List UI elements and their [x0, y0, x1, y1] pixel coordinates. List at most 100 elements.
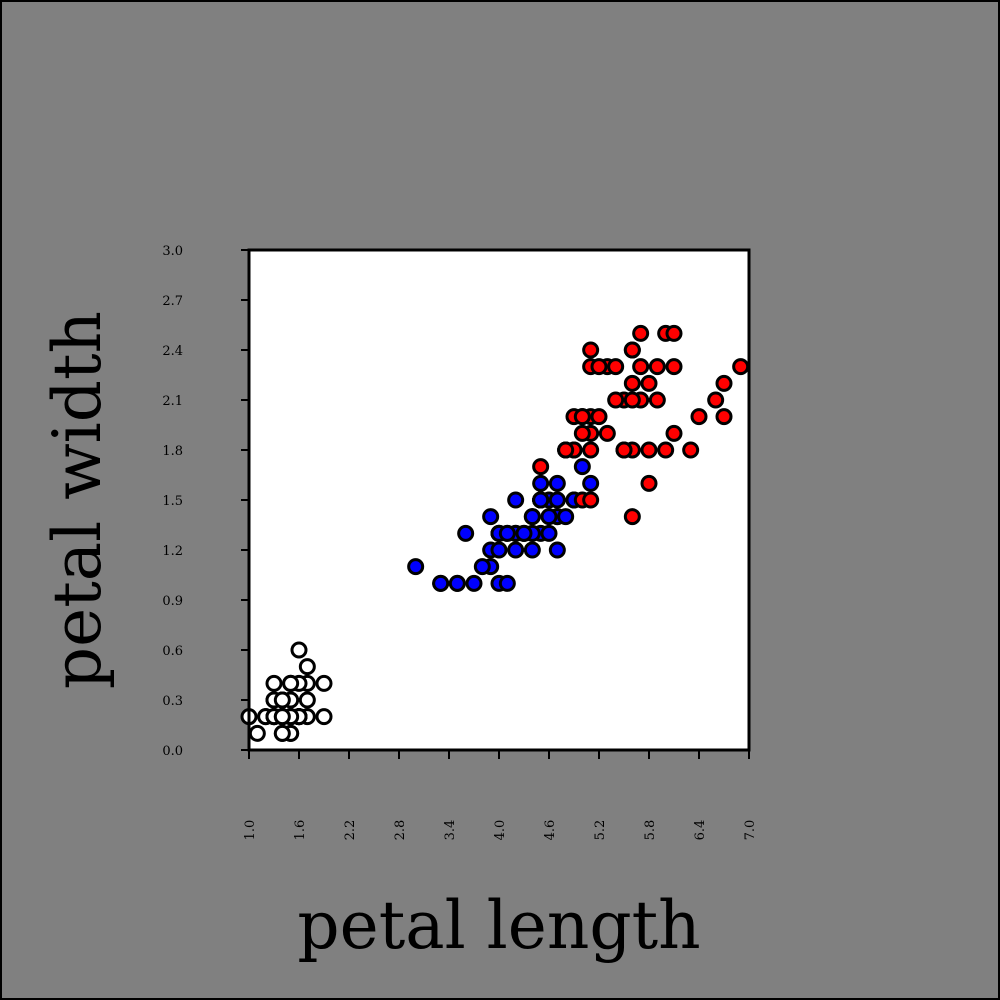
data-point-series-3	[582, 441, 600, 459]
y-axis-ticks: 0.0 0.3 0.6 0.9 1.2 1.5 1.8 2.1 2.4 2.7 3.0	[162, 244, 249, 759]
data-point-series-3	[623, 374, 641, 392]
data-point-series-2	[523, 541, 541, 559]
data-point-series-2	[548, 474, 566, 492]
data-point-series-1	[315, 708, 333, 726]
x-tick-label: 5.2	[593, 820, 608, 841]
x-tick-label: 4.6	[543, 820, 558, 841]
data-point-series-3	[623, 391, 641, 409]
data-point-series-3	[557, 441, 575, 459]
x-axis-ticks: 1.0 1.6 2.2 2.8 3.4 4.0 4.6 5.2 5.8 6.4 7.0	[243, 750, 758, 840]
data-point-series-1	[273, 708, 291, 726]
data-point-series-1	[273, 691, 291, 709]
data-point-series-1	[248, 724, 266, 742]
x-tick-label: 3.4	[443, 820, 458, 841]
data-point-series-3	[690, 408, 708, 426]
data-point-series-1	[273, 724, 291, 742]
data-point-series-3	[632, 324, 650, 342]
data-point-series-2	[532, 491, 550, 509]
x-tick-label: 1.0	[243, 820, 258, 841]
data-point-series-3	[648, 358, 666, 376]
x-axis-title: petal length	[297, 887, 700, 964]
data-point-series-3	[632, 358, 650, 376]
y-tick-label: 2.4	[162, 344, 183, 359]
data-point-series-3	[532, 458, 550, 476]
y-tick-label: 1.5	[162, 494, 183, 509]
y-tick-label: 0.3	[162, 694, 183, 709]
data-point-series-3	[615, 441, 633, 459]
data-point-series-3	[582, 341, 600, 359]
data-point-series-2	[548, 541, 566, 559]
data-point-series-3	[640, 441, 658, 459]
data-point-series-3	[715, 408, 733, 426]
data-point-series-2	[457, 524, 475, 542]
data-point-series-3	[640, 474, 658, 492]
y-tick-label: 0.9	[162, 594, 183, 609]
data-point-series-3	[607, 358, 625, 376]
y-tick-label: 3.0	[162, 244, 183, 259]
data-point-series-3	[665, 358, 683, 376]
x-tick-label: 6.4	[693, 820, 708, 841]
x-tick-label: 7.0	[743, 820, 758, 841]
data-point-series-2	[557, 508, 575, 526]
x-tick-label: 5.8	[643, 820, 658, 841]
data-point-series-2	[465, 574, 483, 592]
x-tick-label: 2.2	[343, 820, 358, 841]
data-points	[240, 324, 750, 742]
data-point-series-3	[665, 324, 683, 342]
data-point-series-2	[540, 508, 558, 526]
y-axis-title: petal width	[39, 311, 116, 689]
y-tick-label: 2.1	[162, 394, 183, 409]
data-point-series-2	[507, 541, 525, 559]
data-point-series-3	[682, 441, 700, 459]
data-point-series-3	[598, 424, 616, 442]
data-point-series-2	[532, 474, 550, 492]
data-point-series-3	[732, 358, 750, 376]
data-point-series-1	[298, 691, 316, 709]
data-point-series-1	[315, 674, 333, 692]
data-point-series-2	[448, 574, 466, 592]
data-point-series-1	[265, 674, 283, 692]
y-tick-label: 0.0	[162, 744, 183, 759]
data-point-series-1	[290, 641, 308, 659]
data-point-series-2	[432, 574, 450, 592]
data-point-series-3	[715, 374, 733, 392]
data-point-series-2	[523, 508, 541, 526]
data-point-series-3	[640, 374, 658, 392]
data-point-series-3	[573, 408, 591, 426]
data-point-series-2	[490, 541, 508, 559]
x-tick-label: 4.0	[493, 820, 508, 841]
data-point-series-3	[648, 391, 666, 409]
data-point-series-3	[590, 358, 608, 376]
data-point-series-2	[540, 524, 558, 542]
data-point-series-3	[607, 391, 625, 409]
y-tick-label: 0.6	[162, 644, 183, 659]
data-point-series-3	[590, 408, 608, 426]
data-point-series-1	[282, 674, 300, 692]
data-point-series-3	[623, 341, 641, 359]
y-tick-label: 1.8	[162, 444, 183, 459]
data-point-series-2	[573, 458, 591, 476]
data-point-series-3	[573, 424, 591, 442]
data-point-series-2	[548, 491, 566, 509]
data-point-series-2	[407, 558, 425, 576]
data-point-series-3	[657, 441, 675, 459]
data-point-series-3	[623, 508, 641, 526]
data-point-series-2	[498, 574, 516, 592]
data-point-series-3	[707, 391, 725, 409]
y-tick-label: 1.2	[162, 544, 183, 559]
data-point-series-2	[515, 524, 533, 542]
data-point-series-2	[473, 558, 491, 576]
data-point-series-1	[298, 658, 316, 676]
x-tick-label: 2.8	[393, 820, 408, 841]
plot-border	[247, 248, 751, 752]
data-point-series-2	[498, 524, 516, 542]
x-tick-label: 1.6	[293, 820, 308, 841]
data-point-series-3	[665, 424, 683, 442]
y-tick-label: 2.7	[162, 294, 183, 309]
data-point-series-2	[482, 508, 500, 526]
data-point-series-3	[582, 491, 600, 509]
data-point-series-2	[582, 474, 600, 492]
data-point-series-2	[507, 491, 525, 509]
